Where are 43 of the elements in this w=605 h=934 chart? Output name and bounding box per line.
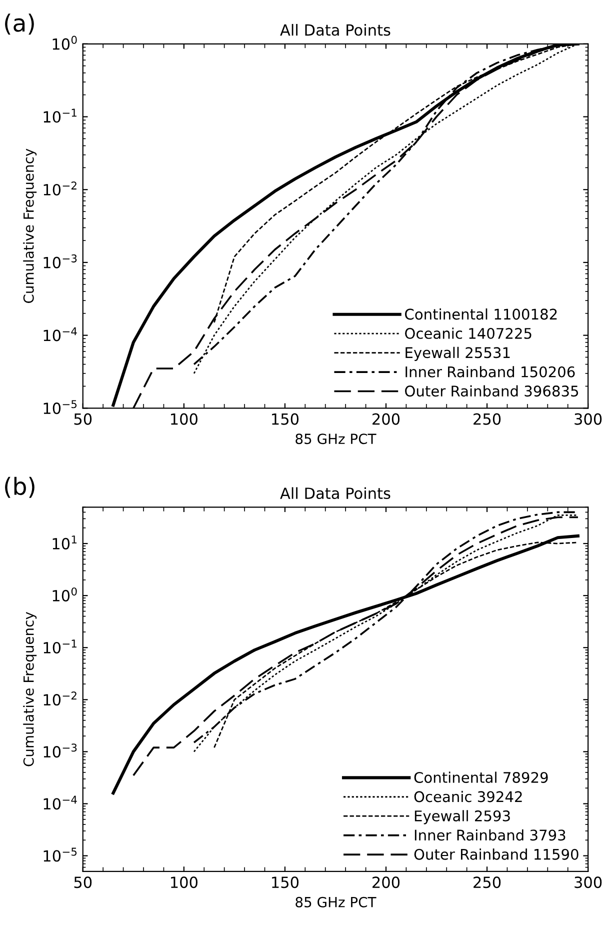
- y-tick-label: 10$^{−1}$: [44, 640, 76, 654]
- x-tick-label: 100: [171, 876, 198, 888]
- y-tick-label: 10$^{0}$: [52, 587, 77, 602]
- legend-label: Outer Rainband 11590: [414, 848, 578, 860]
- y-tick-label: 10$^{−1}$: [44, 108, 76, 123]
- y-tick-label: 10$^{−3}$: [44, 744, 77, 758]
- y-axis-title: Cumulative Frequency: [23, 612, 37, 766]
- y-tick-label: 10$^{−3}$: [44, 254, 77, 268]
- y-tick-label: 10$^{−2}$: [44, 692, 76, 706]
- legend-label: Outer Rainband 396835: [405, 385, 578, 397]
- y-tick-label: 10$^{−2}$: [44, 182, 76, 196]
- x-tick-label: 150: [272, 413, 299, 425]
- x-tick-label: 200: [372, 413, 400, 425]
- legend-label: Oceanic 1407225: [405, 328, 532, 339]
- text: (b): [5, 476, 34, 498]
- legend-label: Eyewall 2593: [414, 810, 510, 824]
- y-tick-label: 10$^{−4}$: [44, 327, 77, 342]
- y-axis-title: Cumulative Frequency: [23, 148, 37, 303]
- y-tick-label: 10$^{−4}$: [44, 796, 77, 810]
- y-tick-label: 10$^{0}$: [52, 36, 77, 50]
- x-tick-label: 50: [74, 413, 92, 425]
- legend-label: Continental 78929: [414, 772, 548, 783]
- y-tick-label: 10$^{−5}$: [44, 400, 77, 414]
- y-tick-label: 10$^{1}$: [52, 536, 77, 550]
- x-tick-label: 250: [474, 413, 501, 425]
- x-axis-title: 85 GHz PCT: [296, 434, 376, 444]
- x-tick-label: 150: [272, 876, 299, 888]
- x-tick-label: 200: [372, 876, 400, 888]
- x-tick-label: 300: [574, 413, 602, 425]
- x-tick-label: 300: [574, 876, 602, 888]
- text: (a): [5, 14, 34, 35]
- legend-label: Inner Rainband 150206: [406, 366, 575, 378]
- legend-label: Oceanic 39242: [414, 790, 522, 802]
- legend-label: Eyewall 25531: [406, 346, 510, 361]
- y-tick-label: 10$^{−5}$: [44, 848, 77, 862]
- legend-label: Continental 1100182: [405, 308, 557, 320]
- x-axis-title: 85 GHz PCT: [296, 896, 376, 908]
- chart-title: All Data Points: [280, 24, 390, 36]
- x-tick-label: 250: [474, 876, 501, 888]
- x-tick-label: 50: [74, 876, 92, 888]
- x-tick-label: 100: [171, 413, 198, 425]
- legend-label: Inner Rainband 3793: [414, 829, 566, 841]
- chart-title: All Data Points: [280, 487, 390, 500]
